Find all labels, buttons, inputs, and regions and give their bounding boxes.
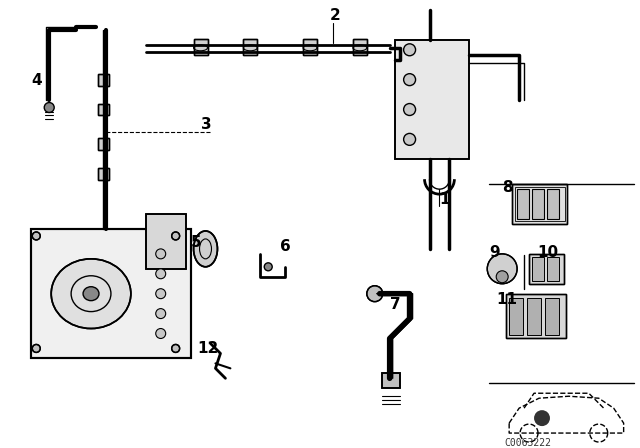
- Circle shape: [404, 44, 415, 56]
- Bar: [506, 294, 566, 339]
- Circle shape: [156, 269, 166, 279]
- Bar: [98, 138, 109, 151]
- Bar: [515, 187, 565, 221]
- Bar: [31, 229, 191, 358]
- Circle shape: [487, 254, 517, 284]
- Text: 5: 5: [191, 235, 201, 250]
- Circle shape: [534, 410, 550, 426]
- Circle shape: [496, 271, 508, 283]
- Bar: [353, 39, 367, 55]
- Circle shape: [32, 345, 40, 353]
- Circle shape: [32, 232, 40, 240]
- Text: 12: 12: [198, 341, 219, 357]
- Bar: [193, 39, 207, 55]
- Text: 11: 11: [496, 292, 517, 306]
- Bar: [146, 214, 186, 269]
- Text: 10: 10: [537, 245, 558, 260]
- Bar: [303, 39, 317, 55]
- Text: 3: 3: [200, 117, 211, 133]
- Circle shape: [404, 73, 415, 86]
- Bar: [193, 39, 207, 55]
- Bar: [395, 40, 469, 159]
- Bar: [512, 184, 567, 224]
- Bar: [517, 189, 529, 219]
- Bar: [98, 168, 109, 180]
- Bar: [532, 189, 544, 219]
- Text: 9: 9: [489, 245, 500, 260]
- Bar: [395, 40, 469, 159]
- Circle shape: [264, 263, 272, 271]
- Circle shape: [404, 134, 415, 145]
- Circle shape: [156, 309, 166, 319]
- Bar: [547, 257, 559, 281]
- Bar: [506, 294, 566, 339]
- Bar: [545, 297, 559, 336]
- Bar: [353, 39, 367, 55]
- Bar: [512, 184, 567, 224]
- Text: 8: 8: [502, 180, 513, 195]
- Text: C0063222: C0063222: [504, 438, 551, 448]
- Circle shape: [156, 328, 166, 339]
- Text: 1: 1: [440, 192, 450, 207]
- Bar: [529, 254, 564, 284]
- Bar: [98, 168, 109, 180]
- Bar: [31, 229, 191, 358]
- Bar: [98, 103, 109, 116]
- Text: 6: 6: [280, 239, 291, 254]
- Bar: [243, 39, 257, 55]
- Circle shape: [156, 249, 166, 259]
- Bar: [98, 138, 109, 151]
- Circle shape: [172, 345, 180, 353]
- Bar: [547, 189, 559, 219]
- Bar: [529, 254, 564, 284]
- Circle shape: [172, 232, 180, 240]
- Bar: [381, 373, 399, 388]
- Text: 4: 4: [31, 73, 42, 88]
- Bar: [98, 103, 109, 116]
- Circle shape: [44, 103, 54, 112]
- Text: 2: 2: [330, 8, 340, 23]
- Bar: [532, 257, 544, 281]
- Bar: [146, 214, 186, 269]
- Circle shape: [156, 289, 166, 299]
- Circle shape: [404, 103, 415, 116]
- Bar: [98, 73, 109, 86]
- Ellipse shape: [51, 259, 131, 328]
- Bar: [381, 373, 399, 388]
- Bar: [509, 297, 523, 336]
- Circle shape: [367, 286, 383, 302]
- Bar: [303, 39, 317, 55]
- Ellipse shape: [83, 287, 99, 301]
- Text: 7: 7: [390, 297, 400, 312]
- Bar: [243, 39, 257, 55]
- Bar: [527, 297, 541, 336]
- Ellipse shape: [193, 231, 218, 267]
- Bar: [98, 73, 109, 86]
